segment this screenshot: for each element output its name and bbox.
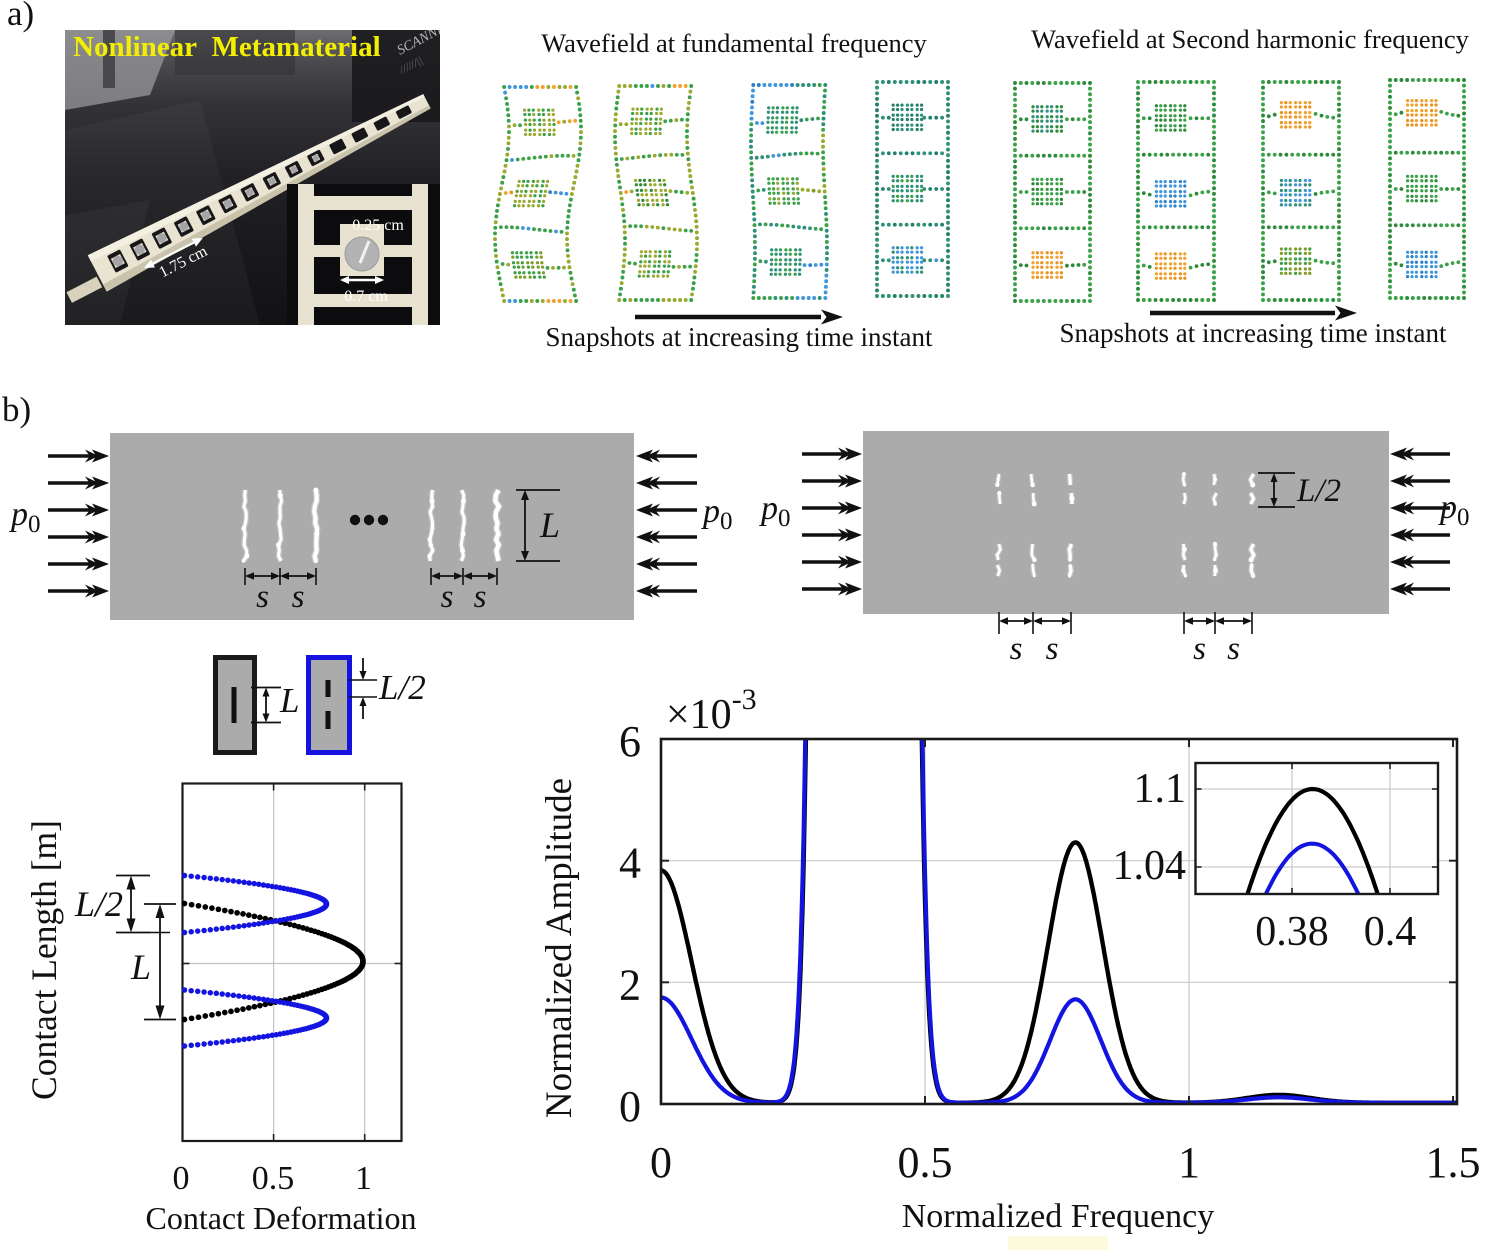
svg-text:1.1: 1.1 [1134, 766, 1187, 812]
svg-text:0.25 cm: 0.25 cm [352, 217, 404, 234]
svg-text:s: s [1227, 631, 1240, 667]
svg-text:s: s [292, 579, 305, 615]
svg-text:s: s [1193, 631, 1206, 667]
svg-text:L/2: L/2 [1296, 473, 1341, 509]
svg-text:Contact Deformation: Contact Deformation [145, 1200, 416, 1236]
svg-text:L/2: L/2 [74, 884, 123, 924]
svg-text:2: 2 [619, 960, 641, 1009]
svg-text:1.5: 1.5 [1426, 1138, 1481, 1187]
svg-text:s: s [256, 579, 269, 615]
svg-text:Wavefield at Second harmonic f: Wavefield at Second harmonic frequency [1031, 24, 1470, 54]
svg-text:0: 0 [173, 1160, 190, 1197]
svg-text:1: 1 [1178, 1138, 1200, 1187]
svg-text:Nonlinear Metamaterial: Nonlinear Metamaterial [73, 31, 381, 63]
svg-text:1: 1 [355, 1160, 372, 1197]
svg-text:p0: p0 [1438, 489, 1470, 531]
svg-text:Snapshots at increasing time i: Snapshots at increasing time instant [546, 322, 933, 352]
svg-text:4: 4 [619, 839, 641, 888]
svg-text:0.5: 0.5 [252, 1160, 295, 1197]
svg-text:s: s [441, 579, 454, 615]
svg-text:L: L [279, 681, 299, 720]
svg-text:p0: p0 [9, 496, 41, 538]
svg-text:0: 0 [650, 1138, 672, 1187]
svg-text:1.04: 1.04 [1113, 843, 1187, 889]
svg-text:s: s [1010, 631, 1023, 667]
svg-text:Wavefield at fundamental frequ: Wavefield at fundamental frequency [541, 28, 927, 58]
svg-text:×10-3: ×10-3 [666, 683, 757, 738]
svg-text:s: s [474, 579, 487, 615]
svg-text:0.7 cm: 0.7 cm [344, 288, 388, 305]
svg-text:Contact Length [m]: Contact Length [m] [24, 820, 64, 1100]
svg-text:6: 6 [619, 717, 641, 766]
svg-text:0: 0 [619, 1082, 641, 1131]
svg-text:s: s [1046, 631, 1059, 667]
svg-text:Normalized Frequency: Normalized Frequency [902, 1198, 1215, 1235]
svg-text:a): a) [7, 0, 34, 33]
svg-text:b): b) [2, 390, 31, 429]
svg-text:0.38: 0.38 [1255, 909, 1329, 955]
svg-text:L/2: L/2 [378, 668, 426, 707]
svg-text:L: L [539, 505, 560, 545]
svg-text:p0: p0 [759, 490, 791, 532]
svg-text:L: L [130, 947, 151, 987]
svg-text:0.4: 0.4 [1364, 909, 1417, 955]
svg-text:Normalized Amplitude: Normalized Amplitude [539, 778, 580, 1118]
svg-text:p0: p0 [701, 493, 733, 535]
svg-text:0.5: 0.5 [898, 1138, 953, 1187]
svg-text:Snapshots at increasing time i: Snapshots at increasing time instant [1060, 318, 1447, 348]
